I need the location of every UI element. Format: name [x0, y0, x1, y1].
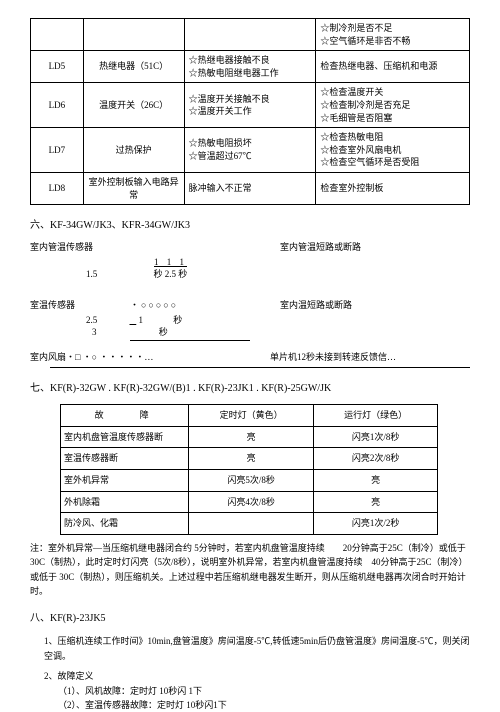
t1r2c1: LD6 — [31, 83, 84, 128]
t1r4c4: 检查室外控制板 — [316, 172, 470, 204]
s8-sub1: （1）、风机故障：定时灯 10秒闪 1下 — [58, 684, 470, 698]
section7-title: 七、KF(R)-32GW . KF(R)-32GW/(B)1 . KF(R)-2… — [30, 382, 470, 396]
t1r3c4: ☆检查热敏电阻 ☆检查室外风扇电机 ☆检查空气循环是否受阻 — [316, 128, 470, 173]
t2r5c3: 闪亮1次/2秒 — [313, 513, 438, 535]
fan-label: 室内风扇・□ ・○ ・・・・・… — [30, 351, 270, 364]
t2r1c1: 室内机盘管温度传感器断 — [61, 426, 189, 448]
t1r0c3 — [184, 19, 316, 51]
sensor1-right: 室内管温短路或断路 — [280, 241, 470, 254]
sensor2-line2: 3 秒 — [92, 326, 470, 339]
t2h1-text: 故 障 — [95, 410, 155, 420]
t2r2c3: 闪亮2次/8秒 — [313, 448, 438, 470]
t1r1c2: 热继电器（51C） — [83, 51, 184, 83]
sensor2-line1: 2.5 1 秒 — [86, 314, 470, 327]
sensor1-label: 室内管温传感器 — [30, 241, 130, 254]
t2h3: 运行灯（绿色） — [313, 405, 438, 427]
sensor2-three: 3 — [92, 327, 97, 337]
sensor1-value: 1.5 — [86, 269, 97, 279]
t1r3c3: ☆热敏电阻损坏 ☆管温超过67℃ — [184, 128, 316, 173]
sensor2-val: 2.5 — [86, 315, 97, 325]
sensor1-pulse-top: 1 1 1 — [154, 256, 470, 269]
t1r3c1: LD7 — [31, 128, 84, 173]
diagnostic-table-1: ☆制冷剂是否不足 ☆空气循环是非否不畅 LD5 热继电器（51C） ☆热继电器接… — [30, 18, 470, 205]
t1r1c4: 检查热继电器、压缩机和电源 — [316, 51, 470, 83]
sensor1-val-row: 1.5 秒 2.5 秒 — [86, 268, 470, 281]
sensor1-pulse-nums: 1 1 1 — [154, 257, 187, 267]
t2r4c3: 亮 — [313, 491, 438, 513]
fault-table: 故 障 定时灯（黄色） 运行灯（绿色） 室内机盘管温度传感器断 亮 闪亮1次/8… — [60, 404, 438, 535]
fan-right: 单片机12秒未接到转速反馈信… — [270, 351, 396, 364]
t1r3c2: 过热保护 — [83, 128, 184, 173]
t2r1c2: 亮 — [189, 426, 314, 448]
t1r0c4: ☆制冷剂是否不足 ☆空气循环是非否不畅 — [316, 19, 470, 51]
t1r4c1: LD8 — [31, 172, 84, 204]
t2r2c1: 室温传感器断 — [61, 448, 189, 470]
sensor2-right: 室内温短路或断路 — [280, 299, 470, 312]
sensor1-row: 室内管温传感器 室内管温短路或断路 — [30, 241, 470, 254]
t1r0c1 — [31, 19, 84, 51]
t1r1c3: ☆热继电器接触不良 ☆热敏电阻继电器工作 — [184, 51, 316, 83]
t2r1c3: 闪亮1次/8秒 — [313, 426, 438, 448]
sensor2-label: 室温传感器 — [30, 299, 130, 312]
s8-sub2: （2）、室温传感器故障：定时灯 10秒闪1下 — [58, 698, 470, 712]
section6-title: 六、KF-34GW/JK3、KFR-34GW/JK3 — [30, 219, 470, 233]
t2r2c2: 亮 — [189, 448, 314, 470]
sensor2-row: 室温传感器 ・○○○○○ 室内温短路或断路 — [30, 299, 470, 312]
fan-row: 室内风扇・□ ・○ ・・・・・… 单片机12秒未接到转速反馈信… — [30, 351, 470, 364]
sensor2-sec: 秒 — [173, 315, 182, 325]
sensor2-hr — [130, 340, 250, 341]
t1r0c2 — [83, 19, 184, 51]
t1r2c3: ☆温度开关接触不良 ☆温度开关工作 — [184, 83, 316, 128]
t1r1c1: LD5 — [31, 51, 84, 83]
fan-hr — [50, 367, 470, 368]
t2h2: 定时灯（黄色） — [189, 405, 314, 427]
s8-item2: 2、故障定义 — [44, 669, 470, 683]
sensor2-sec2: 秒 — [159, 327, 168, 337]
t2r4c1: 外机除霜 — [61, 491, 189, 513]
t1r4c2: 室外控制板输入电路异常 — [83, 172, 184, 204]
t2r3c1: 室外机异常 — [61, 470, 189, 492]
t2h1: 故 障 — [61, 405, 189, 427]
sensor1-mid — [130, 241, 280, 254]
sensor2-one: 1 — [139, 315, 144, 325]
t1r2c2: 温度开关（26C） — [83, 83, 184, 128]
section8-title: 八、KF(R)-23JK5 — [30, 612, 470, 626]
s8-item1: 1、压缩机连续工作时间》10min,盘管温度》房间温度-5℃,转低速5min后仍… — [44, 634, 470, 663]
t2r5c1: 防冷风、化霜 — [61, 513, 189, 535]
section7-note: 注：室外机异常—当压缩机继电器闭合约 5分钟时，若室内机盘管温度持续 20分钟高… — [30, 541, 470, 599]
t2r3c2: 闪亮5次/8秒 — [189, 470, 314, 492]
sensor2-dots: ・○○○○○ — [130, 299, 280, 312]
t1r2c4: ☆检查温度开关 ☆检查制冷剂是否充足 ☆毛细管是否阻塞 — [316, 83, 470, 128]
t2r4c2: 闪亮4次/8秒 — [189, 491, 314, 513]
t2r3c3: 亮 — [313, 470, 438, 492]
sensor1-sec: 秒 2.5 秒 — [154, 269, 188, 279]
t2r5c2 — [189, 513, 314, 535]
t1r4c3: 脉冲输入不正常 — [184, 172, 316, 204]
